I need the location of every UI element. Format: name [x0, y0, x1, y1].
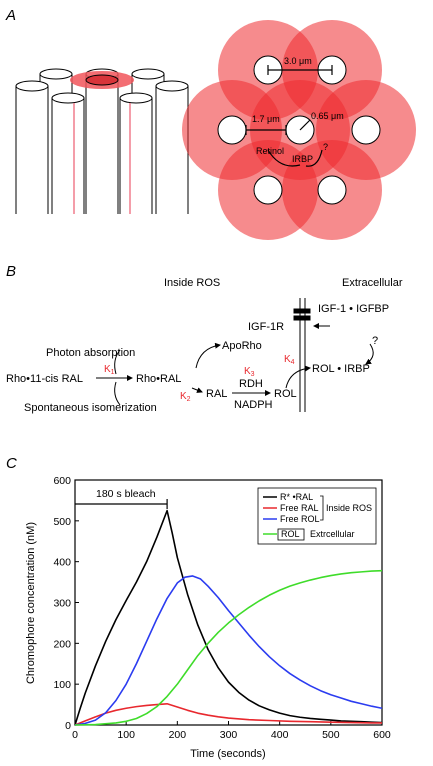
rod-front-right [119, 92, 153, 214]
chromophore-chart: 0 100 200 300 400 500 600 0 100 200 300 400 500 600 1… [25, 475, 391, 760]
k4-label: K4 [284, 354, 295, 366]
legend-entry-rol: ROL [281, 529, 300, 539]
panel-a-letter: A [5, 7, 16, 24]
ral-label: RAL [206, 388, 227, 400]
axis-ticks: 0 100 200 300 400 500 600 0 100 200 300 400 500 600 [53, 475, 390, 741]
radius-label: 0.65 μm [311, 111, 344, 121]
rod-crosssection [351, 115, 381, 145]
photon-absorption-label: Photon absorption [46, 347, 135, 359]
irbp-label: IRBP [292, 154, 313, 164]
y-tick-label: 500 [53, 516, 71, 528]
pathway-question-mark: ? [372, 335, 378, 347]
retinol-label: Retinol [256, 146, 284, 156]
spacing-label: 3.0 μm [284, 56, 312, 66]
rod-back-center [85, 68, 119, 214]
legend: R* •RAL Free RAL Free ROL Inside ROS ROL… [257, 487, 377, 545]
igf1r-receptor [293, 308, 311, 321]
central-rod-top [85, 74, 119, 86]
rol-irbp-label: ROL • IRBP [312, 363, 370, 375]
y-axis-title: Chromophore concentration (nM) [25, 522, 37, 684]
x-tick-label: 100 [117, 729, 135, 741]
y-tick-label: 0 [65, 720, 71, 732]
rod-mid-right [155, 80, 189, 214]
y-tick-label: 600 [53, 475, 71, 487]
x-tick-label: 300 [220, 729, 238, 741]
panel-b-letter: B [6, 263, 16, 280]
series-line-1 [74, 702, 382, 726]
rdh-label: RDH [239, 378, 263, 390]
y-tick-label: 400 [53, 557, 71, 569]
k2-label: K2 [180, 391, 191, 403]
rho-11cis-label: Rho•11-cis RAL [6, 373, 83, 385]
x-tick-label: 500 [322, 729, 340, 741]
y-tick-label: 200 [53, 638, 71, 650]
rod-cylinders-illustration [15, 68, 189, 214]
legend-entry-rstar-ral: R* •RAL [280, 492, 313, 502]
rol-label: ROL [274, 388, 297, 400]
y-tick-label: 100 [53, 679, 71, 691]
rod-mid-left [15, 80, 49, 214]
radius-dimension-line [299, 119, 311, 131]
bleach-label: 180 s bleach [96, 488, 156, 500]
k3-label: K3 [244, 366, 255, 378]
spontaneous-isomerization-label: Spontaneous isomerization [24, 402, 157, 414]
x-axis-title: Time (seconds) [190, 748, 265, 760]
x-tick-label: 600 [373, 729, 391, 741]
legend-entry-free-rol: Free ROL [280, 514, 320, 524]
retinol-arrow [267, 149, 301, 167]
rod-crosssection [253, 175, 283, 205]
apo-rho-label: ApoRho [222, 340, 262, 352]
question-mark: ? [323, 142, 328, 152]
series-line-2 [74, 575, 383, 726]
k1-label: K1 [104, 364, 115, 376]
rod-crosssection [217, 115, 247, 145]
x-tick-label: 200 [169, 729, 187, 741]
legend-group-extracellular: Extrcellular [310, 529, 355, 539]
reaction-scheme [96, 298, 374, 412]
legend-group-inside-ros: Inside ROS [326, 503, 372, 513]
rod-mosaic-topview: 3.0 μm 1.7 μm 0.65 μm Retinol IRBP ? [182, 20, 416, 240]
series-line-0 [74, 509, 383, 726]
rod-front-left [51, 92, 85, 214]
x-tick-label: 400 [271, 729, 289, 741]
rod-crosssection [317, 175, 347, 205]
igf1-igfbp-label: IGF-1 • IGFBP [318, 303, 389, 315]
series-layer [74, 509, 383, 726]
igf1r-label: IGF-1R [248, 321, 284, 333]
legend-entry-free-ral: Free RAL [280, 503, 319, 513]
inside-ros-heading: Inside ROS [164, 277, 220, 289]
x-tick-label: 0 [72, 729, 78, 741]
gap-label: 1.7 μm [252, 114, 280, 124]
y-tick-label: 300 [53, 598, 71, 610]
extracellular-heading: Extracellular [342, 277, 403, 289]
panel-c-letter: C [6, 455, 17, 472]
nadph-label: NADPH [234, 399, 273, 411]
irbp-arrow [305, 149, 323, 167]
rho-ral-label: Rho•RAL [136, 373, 181, 385]
bleach-bar [75, 499, 168, 509]
series-line-3 [74, 569, 383, 726]
